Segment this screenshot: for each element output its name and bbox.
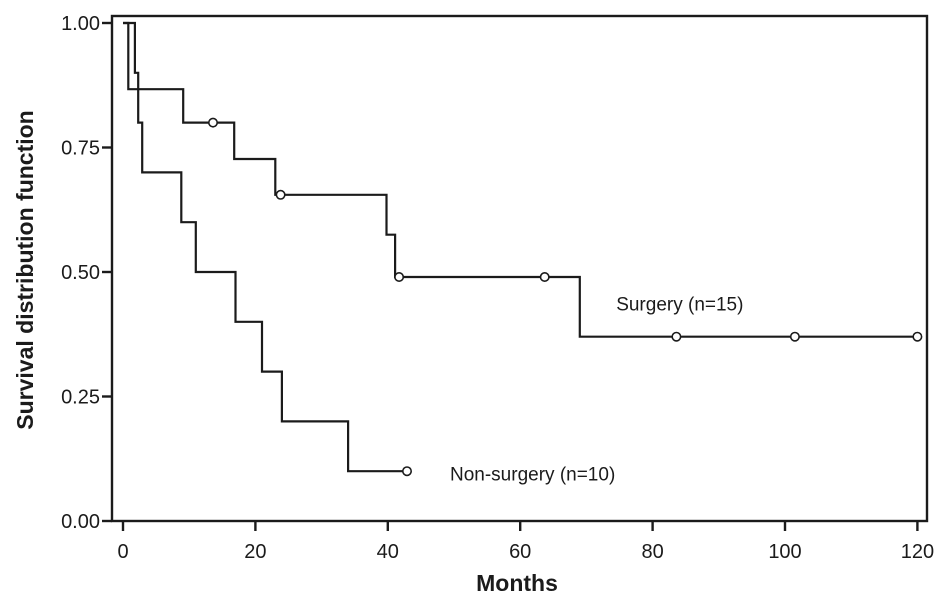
x-axis-title: Months bbox=[476, 570, 558, 596]
survival-curve-non-surgery bbox=[123, 21, 407, 473]
x-tick-label: 100 bbox=[768, 541, 801, 563]
x-tick-label: 80 bbox=[641, 541, 663, 563]
x-tick-label: 20 bbox=[244, 541, 266, 563]
x-tick-label: 0 bbox=[117, 541, 128, 563]
x-tick-label: 60 bbox=[509, 541, 531, 563]
plot-frame bbox=[110, 14, 929, 523]
survival-curve-surgery bbox=[123, 21, 918, 338]
censor-mark bbox=[671, 331, 682, 342]
censor-mark bbox=[401, 466, 412, 477]
censor-mark bbox=[912, 331, 923, 342]
y-tick-label: 0.00 bbox=[61, 511, 100, 533]
y-tick-label: 1.00 bbox=[61, 13, 100, 35]
censor-mark bbox=[275, 189, 286, 200]
censor-mark bbox=[539, 271, 550, 282]
x-tick-label: 120 bbox=[901, 541, 934, 563]
censor-mark bbox=[394, 271, 405, 282]
y-tick-label: 0.75 bbox=[61, 138, 100, 160]
series-label-non-surgery: Non-surgery (n=10) bbox=[450, 465, 615, 486]
series-label-surgery: Surgery (n=15) bbox=[616, 294, 743, 315]
y-tick-label: 0.25 bbox=[61, 387, 100, 409]
plot-area: 0 20 40 60 80 100 120 0.00 0.25 0.50 0.75 1.00 bbox=[61, 13, 934, 563]
censor-mark bbox=[789, 331, 800, 342]
x-tick-label: 40 bbox=[377, 541, 399, 563]
y-axis-title: Survival distribution function bbox=[12, 110, 38, 429]
y-tick-label: 0.50 bbox=[61, 262, 100, 284]
censor-mark bbox=[208, 117, 219, 128]
